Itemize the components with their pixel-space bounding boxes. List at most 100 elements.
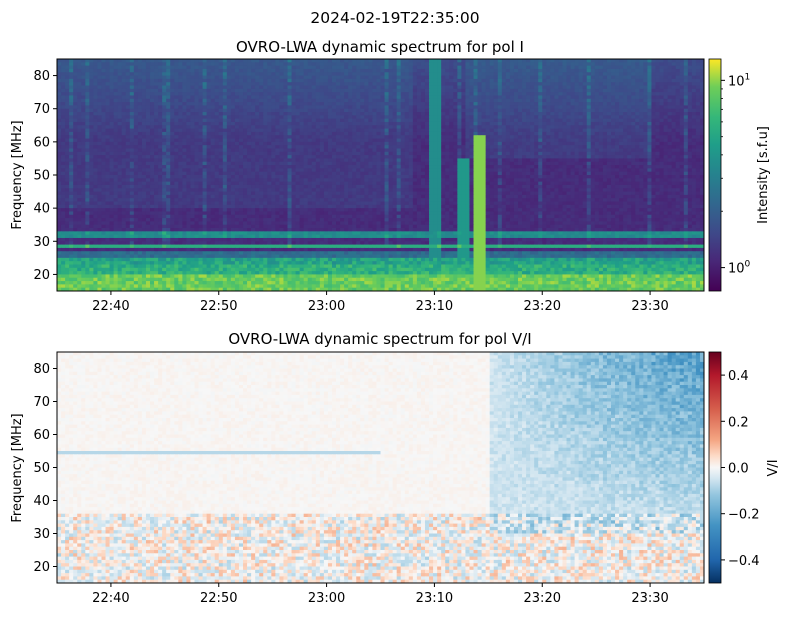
heatmap-cell [610, 148, 616, 153]
heatmap-cell [267, 92, 272, 97]
heatmap-cell [497, 98, 503, 103]
heatmap-cell [105, 102, 111, 106]
heatmap-cell [453, 62, 458, 67]
heatmap-cell [133, 151, 139, 156]
heatmap-cell [683, 95, 689, 100]
heatmap-cell [404, 155, 410, 160]
heatmap-cell [695, 135, 701, 140]
heatmap-cell [635, 145, 640, 150]
heatmap-cell [582, 148, 588, 153]
heatmap-cell [424, 82, 430, 87]
heatmap-cell [542, 75, 547, 80]
heatmap-cell [424, 155, 430, 160]
heatmap-cell [643, 65, 648, 70]
heatmap-cell [259, 85, 264, 90]
heatmap-cell [534, 108, 539, 113]
heatmap-cell [586, 128, 592, 133]
heatmap-cell [441, 118, 446, 123]
heatmap-cell [647, 112, 653, 116]
heatmap-cell [166, 151, 171, 156]
heatmap-cell [226, 88, 232, 93]
heatmap-cell [291, 125, 297, 130]
heatmap-cell [226, 85, 232, 90]
heatmap-cell [234, 65, 240, 70]
heatmap-cell [513, 138, 519, 143]
heatmap-cell [61, 128, 66, 133]
heatmap-cell [368, 155, 374, 160]
heatmap-cell [594, 125, 600, 130]
heatmap-cell [509, 92, 515, 97]
heatmap-cell [433, 151, 438, 156]
heatmap-cell [299, 75, 305, 80]
heatmap-cell [202, 135, 208, 140]
heatmap-cell [473, 158, 479, 163]
heatmap-cell [505, 135, 511, 140]
heatmap-cell [299, 148, 305, 153]
heatmap-cell [275, 145, 281, 150]
heatmap-cell [602, 118, 608, 123]
heatmap-cell [154, 138, 159, 143]
heatmap-cell [311, 98, 317, 103]
heatmap-cell [251, 112, 256, 116]
heatmap-cell [477, 138, 483, 143]
heatmap-cell [158, 82, 163, 87]
heatmap-cell [594, 118, 600, 123]
heatmap-cell [453, 135, 458, 140]
heatmap-cell [651, 141, 657, 146]
heatmap-cell [493, 98, 499, 103]
heatmap-cell [433, 65, 438, 70]
heatmap-cell [513, 98, 519, 103]
heatmap-cell [392, 59, 398, 63]
heatmap-cell [433, 88, 438, 93]
heatmap-cell [659, 92, 665, 97]
heatmap-cell [683, 78, 689, 83]
heatmap-cell [137, 141, 143, 146]
heatmap-cell [574, 128, 580, 133]
heatmap-cell [271, 98, 276, 103]
heatmap-cell [554, 112, 560, 116]
heatmap-cell [469, 95, 475, 100]
heatmap-cell [667, 148, 673, 153]
heatmap-cell [238, 92, 244, 97]
heatmap-cell [380, 131, 386, 136]
heatmap-cell [121, 88, 127, 93]
heatmap-cell [566, 88, 572, 93]
heatmap-cell [69, 141, 74, 146]
heatmap-cell [651, 131, 657, 136]
heatmap-cell [174, 62, 179, 67]
heatmap-cell [226, 95, 232, 100]
heatmap-cell [675, 88, 681, 93]
heatmap-cell [230, 65, 236, 70]
heatmap-cell [542, 98, 547, 103]
heatmap-cell [238, 125, 244, 130]
heatmap-cell [344, 95, 349, 100]
heatmap-cell [623, 145, 628, 150]
heatmap-cell [695, 88, 701, 93]
heatmap-cell [97, 59, 103, 63]
heatmap-cell [283, 85, 289, 90]
heatmap-cell [150, 128, 155, 133]
heatmap-cell [574, 105, 580, 110]
heatmap-cell [97, 145, 103, 150]
heatmap-cell [667, 72, 673, 77]
heatmap-cell [530, 105, 535, 110]
heatmap-cell [679, 72, 685, 77]
heatmap-cell [465, 118, 471, 123]
heatmap-cell [453, 88, 458, 93]
heatmap-cell [340, 108, 345, 113]
heatmap-cell [218, 85, 224, 90]
heatmap-cell [307, 68, 313, 73]
heatmap-cell [655, 108, 661, 113]
heatmap-cell [392, 118, 398, 123]
heatmap-cell [481, 155, 487, 160]
heatmap-cell [554, 65, 560, 70]
heatmap-cell [299, 85, 305, 90]
heatmap-cell [356, 98, 361, 103]
heatmap-cell [441, 59, 446, 63]
heatmap-cell [319, 118, 325, 123]
heatmap-cell [631, 151, 636, 156]
heatmap-cell [663, 145, 669, 150]
heatmap-cell [550, 105, 555, 110]
heatmap-cell [627, 125, 632, 130]
heatmap-cell [121, 135, 127, 140]
